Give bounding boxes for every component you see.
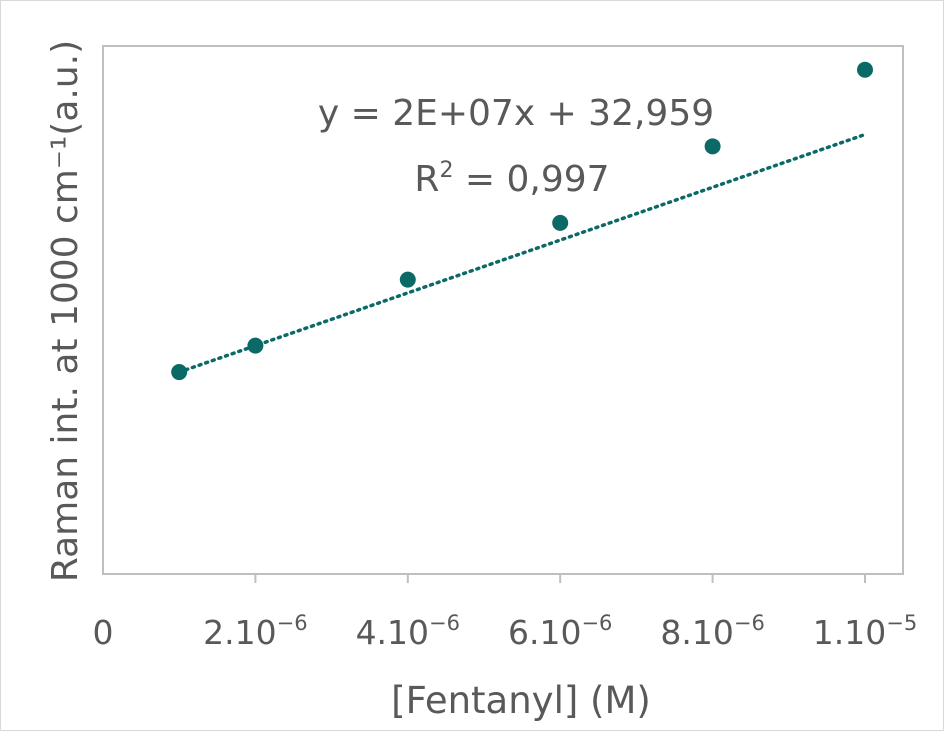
x-tick-label: 8.10−6 (660, 611, 764, 652)
r-squared-prefix: R (414, 159, 439, 200)
trendline-equation: y = 2E+07x + 32,959 (318, 93, 714, 134)
x-tick-exponent: −6 (277, 611, 308, 635)
trendline (177, 132, 867, 374)
x-tick-label: 0 (93, 613, 114, 652)
x-tick-base: 0 (93, 613, 114, 652)
data-point (171, 364, 188, 381)
x-tick-base: 2.10 (203, 613, 276, 652)
data-point (552, 214, 569, 231)
x-tick-label: 6.10−6 (508, 611, 612, 652)
x-tick-base: 4.10 (356, 613, 429, 652)
r-squared-exponent: 2 (439, 158, 453, 183)
x-tick-exponent: −6 (429, 611, 460, 635)
r-squared-label: R2 = 0,997 (414, 158, 609, 200)
x-tick-base: 6.10 (508, 613, 581, 652)
plot-area-border (102, 45, 904, 575)
trendline-group (177, 132, 867, 374)
data-point (704, 138, 721, 155)
x-tick-label: 1.10−5 (813, 611, 917, 652)
x-tick-base: 8.10 (660, 613, 733, 652)
data-point (399, 271, 416, 288)
data-point (857, 61, 873, 78)
axes (102, 45, 904, 575)
x-tick-exponent: −6 (734, 611, 765, 635)
data-points (171, 61, 873, 381)
x-axis-label: [Fentanyl] (M) (391, 679, 651, 722)
x-tick-labels: 0 2.10−6 4.10−6 6.10−6 8.10−6 1.10−5 (93, 574, 917, 652)
r-squared-value: = 0,997 (453, 159, 609, 200)
x-tick-exponent: −5 (886, 611, 917, 635)
x-tick-base: 1.10 (813, 613, 886, 652)
data-point (247, 337, 264, 354)
x-tick-exponent: −6 (581, 611, 612, 635)
y-axis-label: Raman int. at 1000 cm⁻¹(a.u.) (45, 40, 86, 582)
x-tick-label: 4.10−6 (356, 611, 460, 652)
x-tick-label: 2.10−6 (203, 611, 307, 652)
